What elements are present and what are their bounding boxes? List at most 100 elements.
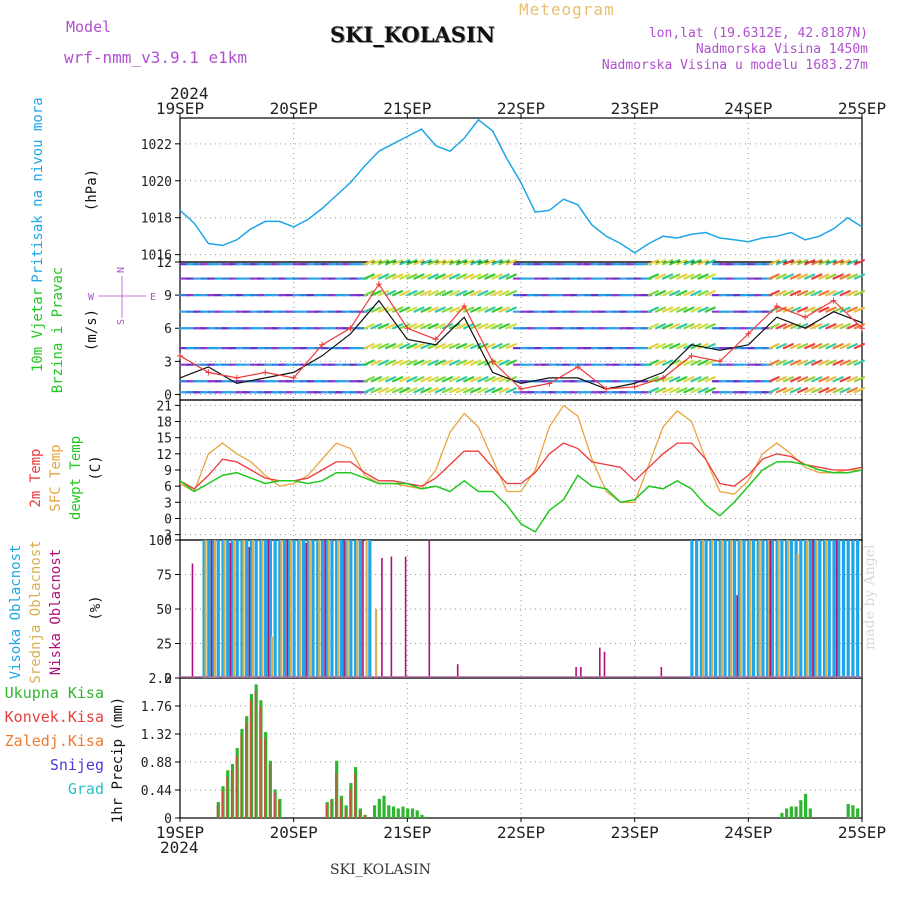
- precip-unit-label: 1hr Precip (mm): [110, 697, 126, 823]
- wind-barb: [697, 273, 709, 280]
- convective-precip-bar: [354, 773, 356, 818]
- wind-barb: [392, 273, 404, 280]
- high-cloud-bar: [756, 540, 760, 678]
- wind-barb: [796, 359, 809, 366]
- wind-barb: [434, 387, 446, 394]
- wind-barb: [370, 323, 382, 330]
- high-cloud-bar: [211, 540, 216, 678]
- convective-precip-bar: [230, 770, 233, 818]
- wind-barb: [789, 343, 802, 350]
- wind-barb: [690, 387, 702, 394]
- wind-barb: [477, 323, 489, 330]
- low-cloud-bar: [404, 556, 407, 678]
- wind-barb: [455, 359, 468, 366]
- total-precip-bar: [856, 808, 860, 818]
- y-tick-label: 0.88: [141, 756, 172, 771]
- x-tick-label-bottom: 19SEP: [156, 823, 204, 842]
- wind-barb: [704, 259, 716, 266]
- wind-barb: [363, 387, 375, 394]
- high-cloud-bar: [306, 540, 310, 678]
- total-precip-bar: [415, 810, 419, 818]
- wind-barb: [491, 376, 503, 383]
- total-precip-bar: [372, 805, 377, 818]
- wind-barb: [377, 290, 390, 297]
- wind-barb: [811, 323, 823, 330]
- total-precip-bar: [794, 806, 798, 818]
- high-cloud-bar: [723, 540, 727, 678]
- wind-barb: [818, 306, 830, 313]
- convective-precip-bar: [264, 738, 266, 818]
- wind-barb: [406, 343, 418, 350]
- gust-marker: [489, 358, 496, 365]
- high-cloud-bar: [230, 540, 235, 678]
- wind-barb: [818, 259, 830, 266]
- gust-marker: [432, 336, 439, 343]
- y-tick-label: 6: [164, 480, 172, 495]
- wind-barb: [406, 376, 418, 383]
- high-cloud-bar: [240, 540, 244, 678]
- wind-barb: [846, 273, 858, 280]
- wind-barb: [796, 323, 809, 330]
- low-cloud-axis-label: Niska Oblacnost: [48, 549, 64, 675]
- wind-barb: [455, 259, 468, 266]
- pressure-line: [179, 118, 863, 254]
- mid-cloud-bar: [374, 609, 378, 678]
- wind-barb: [775, 273, 787, 280]
- wind-barb: [455, 323, 468, 330]
- high-cloud-bar: [358, 540, 362, 678]
- wind-barb: [406, 273, 418, 280]
- wind-barb: [377, 323, 390, 330]
- wind-barb: [832, 376, 844, 383]
- wind-barb: [392, 387, 404, 394]
- mid-cloud-bar: [796, 553, 799, 678]
- wind-barb: [825, 273, 837, 280]
- graupel-legend-label: Grad: [68, 780, 104, 798]
- wind-barb: [377, 387, 390, 394]
- total-precip-bar: [406, 808, 410, 818]
- mid-cloud-bar: [204, 540, 207, 678]
- y-tick-label: 12: [156, 256, 172, 271]
- wind-barb: [470, 273, 482, 280]
- wind-barb: [669, 376, 681, 383]
- wind-barb: [647, 273, 659, 280]
- pressure-axis-label: Pritisak na nivou mora: [30, 97, 46, 282]
- wind-barb: [683, 259, 695, 266]
- wind-barb: [832, 359, 844, 366]
- low-cloud-bar: [598, 647, 601, 678]
- high-cloud-bar: [268, 540, 272, 678]
- wind-barb: [768, 343, 780, 350]
- wind-barb: [427, 359, 439, 366]
- year-bottom-label: 2024: [160, 838, 199, 857]
- high-cloud-bar: [273, 540, 277, 678]
- wind-barb: [377, 343, 390, 350]
- y-tick-label: 9: [164, 464, 172, 479]
- gust-marker: [802, 314, 809, 321]
- total-precip-bar: [387, 805, 391, 818]
- gust-marker: [745, 330, 752, 337]
- y-tick-label: 21: [156, 399, 172, 414]
- high-cloud-axis-label: Visoka Oblacnost: [8, 545, 24, 680]
- wind-barb: [384, 290, 397, 297]
- gust-marker: [859, 325, 865, 332]
- wind-barb: [392, 259, 404, 266]
- x-tick-label-top: 23SEP: [611, 99, 659, 118]
- high-cloud-bar: [813, 540, 817, 678]
- total-precip-bar: [410, 808, 415, 818]
- total-precip-bar: [391, 806, 396, 818]
- total-precip-bar: [420, 814, 424, 818]
- high-cloud-bar: [325, 540, 329, 678]
- wind-barb: [413, 343, 425, 350]
- wind-barb: [399, 343, 411, 350]
- wind-barb: [661, 273, 674, 280]
- wind-barb: [491, 359, 503, 366]
- total-precip-bar: [808, 808, 812, 818]
- wind-barb: [775, 323, 787, 330]
- high-cloud-bar: [713, 540, 718, 678]
- wind-barb: [775, 387, 787, 394]
- wind-barb: [505, 359, 517, 366]
- y-tick-label: 0: [164, 812, 172, 827]
- total-precip-bar: [799, 800, 803, 818]
- wind-barb: [832, 259, 844, 266]
- total-precip-bar: [382, 795, 386, 818]
- wind-barb: [413, 359, 425, 366]
